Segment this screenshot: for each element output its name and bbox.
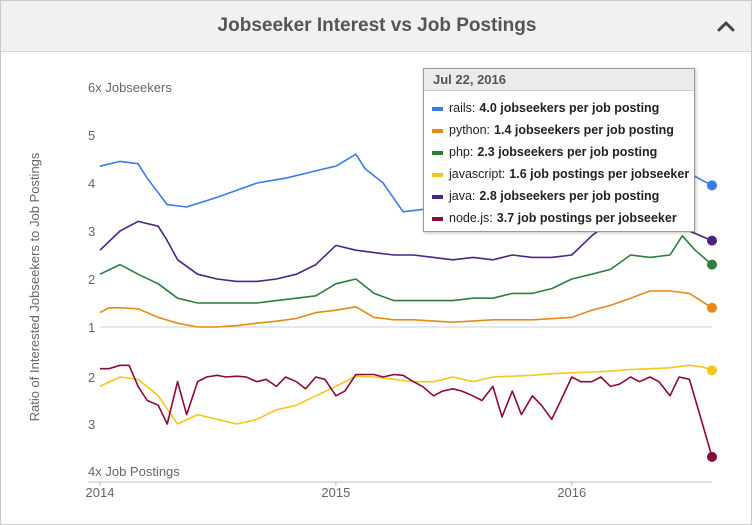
y-tick-label: 4x Job Postings [88, 464, 180, 479]
legend-swatch [432, 128, 443, 133]
legend-swatch [432, 106, 443, 111]
legend-swatch [432, 150, 443, 155]
series-endpoints [707, 180, 717, 462]
series-line-python [99, 290, 713, 328]
series-endpoint-nodejs [707, 451, 717, 462]
series-endpoint-php [707, 259, 717, 270]
y-tick-label: 2 [88, 370, 95, 385]
panel-header: Jobseeker Interest vs Job Postings [1, 1, 751, 52]
tooltip-series-value: 1.4 jobseekers per job posting [494, 123, 674, 137]
tooltip-series-value: 1.6 job postings per jobseeker [509, 167, 690, 181]
series-endpoint-java [707, 235, 717, 246]
series-line-php [99, 235, 713, 304]
legend-swatch [432, 216, 443, 221]
chevron-up-icon[interactable] [715, 15, 737, 37]
x-tick-label: 2016 [557, 485, 586, 500]
panel-title: Jobseeker Interest vs Job Postings [217, 15, 537, 36]
tooltip-series-value: 4.0 jobseekers per job posting [479, 101, 660, 115]
tooltip-row: rails: 4.0 jobseekers per job posting [432, 101, 659, 115]
y-tick-label: 6x Jobseekers [88, 80, 172, 95]
tooltip-row: node.js: 3.7 job postings per jobseeker [432, 211, 677, 225]
series-endpoint-python [707, 302, 717, 313]
series-endpoint-javascript [707, 365, 717, 376]
tooltip-series-name: javascript: [449, 167, 506, 181]
y-tick-label: 3 [88, 417, 95, 432]
series-endpoint-rails [707, 180, 717, 191]
y-tick-label: 1 [88, 320, 95, 335]
legend-swatch [432, 172, 443, 177]
tooltip-row: php: 2.3 jobseekers per job posting [432, 145, 657, 159]
tooltip-row: javascript: 1.6 job postings per jobseeke… [432, 167, 689, 181]
hover-tooltip: Jul 22, 2016 rails: 4.0 jobseekers per jo… [423, 68, 695, 232]
tooltip-series-name: rails: [449, 101, 476, 115]
y-tick-label: 4 [88, 176, 95, 191]
y-tick-label: 3 [88, 224, 95, 239]
tooltip-series-value: 3.7 job postings per jobseeker [496, 211, 677, 225]
y-tick-label: 5 [88, 128, 95, 143]
y-axis-ticks: 6x Jobseekers 5 4 3 2 1 2 3 4x Job Postings [88, 80, 180, 479]
tooltip-row: java: 2.8 jobseekers per job posting [432, 189, 659, 203]
tooltip-date: Jul 22, 2016 [424, 69, 694, 91]
series-line-javascript [99, 364, 713, 425]
series-line-nodejs [100, 364, 713, 458]
tooltip-series-name: php: [449, 145, 474, 159]
y-tick-label: 2 [88, 272, 95, 287]
x-tick-label: 2015 [321, 485, 350, 500]
tooltip-series-value: 2.3 jobseekers per job posting [477, 145, 658, 159]
x-tick-label: 2014 [86, 485, 115, 500]
tooltip-series-value: 2.8 jobseekers per job posting [479, 189, 660, 203]
tooltip-row: python: 1.4 jobseekers per job posting [432, 123, 674, 137]
tooltip-series-name: java: [449, 189, 476, 203]
y-axis-label: Ratio of Interested Jobseekers to Job Po… [27, 152, 42, 421]
tooltip-series-name: node.js: [449, 211, 493, 225]
legend-swatch [432, 194, 443, 199]
x-axis-ticks: 2014 2015 2016 [86, 482, 586, 500]
tooltip-series-name: python: [449, 123, 491, 137]
